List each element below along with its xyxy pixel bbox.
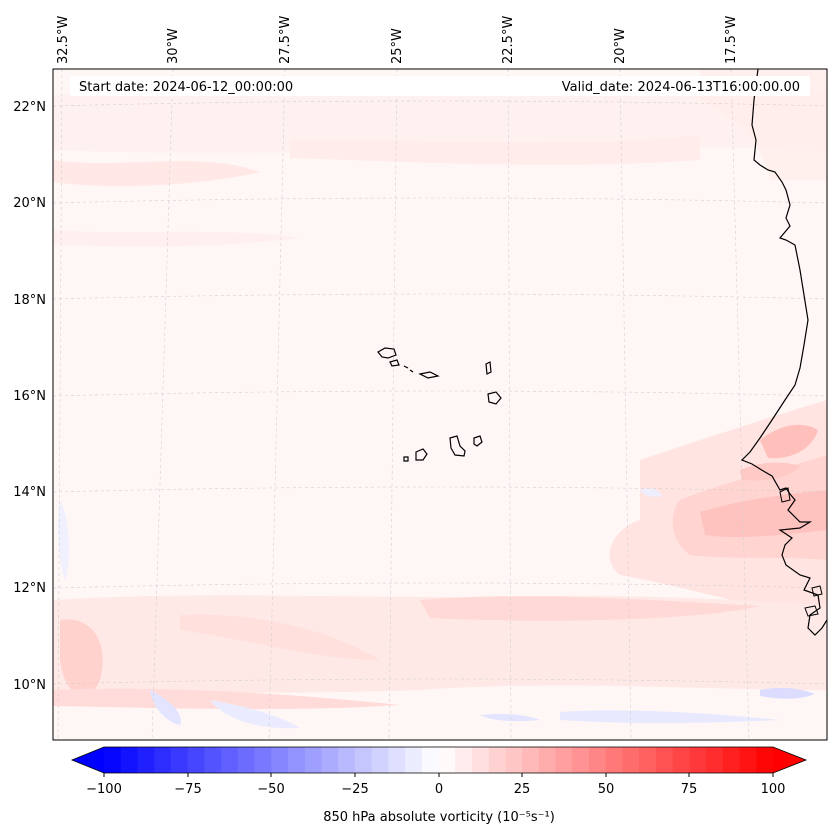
cb-tick-neg25: −25 xyxy=(341,782,368,797)
colorbar-segment xyxy=(221,747,239,773)
colorbar-segment xyxy=(505,747,523,773)
colorbar-segment xyxy=(739,747,757,773)
lat-label-12n: 12°N xyxy=(13,581,46,596)
lon-label-32-5w: 32.5°W xyxy=(56,16,71,64)
lon-label-22-5w: 22.5°W xyxy=(501,16,516,64)
colorbar-segment xyxy=(388,747,406,773)
colorbar-tick-labels: −100 −75 −50 −25 0 25 50 75 100 xyxy=(86,782,785,797)
map-panel xyxy=(52,68,828,741)
colorbar-segment xyxy=(104,747,122,773)
valid-date-label: Valid_date: 2024-06-13T16:00:00.00 xyxy=(562,80,800,95)
colorbar-segment xyxy=(722,747,741,773)
lon-label-30w: 30°W xyxy=(166,28,181,64)
colorbar-segment xyxy=(405,747,423,773)
cb-tick-100: 100 xyxy=(761,782,786,797)
colorbar-segments xyxy=(72,747,806,773)
colorbar-extend-min xyxy=(72,747,104,773)
gridlines xyxy=(53,69,827,740)
colorbar-segment xyxy=(271,747,289,773)
colorbar-segment xyxy=(655,747,674,773)
lat-label-14n: 14°N xyxy=(13,485,46,500)
colorbar-ticks xyxy=(103,773,774,777)
coastline-islands-east xyxy=(779,487,823,617)
colorbar-segment xyxy=(555,747,573,773)
colorbar-segment xyxy=(488,747,507,773)
africa-coastline xyxy=(740,69,827,636)
colorbar-segment xyxy=(622,747,640,773)
lon-label-27-5w: 27.5°W xyxy=(278,16,293,64)
colorbar-segment xyxy=(154,747,172,773)
colorbar-segment xyxy=(522,747,540,773)
start-date-label: Start date: 2024-06-12_00:00:00 xyxy=(79,80,293,95)
cape-verde-islands xyxy=(377,347,502,462)
lon-label-25w: 25°W xyxy=(390,28,405,64)
colorbar-segment xyxy=(371,747,389,773)
colorbar-segment xyxy=(354,747,373,773)
colorbar-segment xyxy=(438,747,456,773)
lat-label-22n: 22°N xyxy=(13,100,46,115)
latitude-labels: 22°N 20°N 18°N 16°N 14°N 12°N 10°N xyxy=(13,100,46,693)
lat-label-20n: 20°N xyxy=(13,196,46,211)
colorbar-segment xyxy=(120,747,139,773)
lat-label-10n: 10°N xyxy=(13,678,46,693)
colorbar-segment xyxy=(254,747,272,773)
colorbar-segment xyxy=(187,747,205,773)
colorbar-segment xyxy=(689,747,707,773)
colorbar-segment xyxy=(471,747,490,773)
colorbar-segment xyxy=(639,747,657,773)
colorbar-segment xyxy=(421,747,440,773)
cb-tick-neg100: −100 xyxy=(86,782,122,797)
cb-tick-50: 50 xyxy=(598,782,615,797)
colorbar-segment xyxy=(605,747,624,773)
colorbar-extend-max xyxy=(773,747,806,773)
vorticity-field xyxy=(53,69,827,729)
map-frame xyxy=(52,68,828,741)
colorbar: −100 −75 −50 −25 0 25 50 75 100 850 hPa … xyxy=(70,746,808,825)
colorbar-segment xyxy=(204,747,222,773)
colorbar-segment xyxy=(338,747,356,773)
colorbar-segment xyxy=(287,747,306,773)
colorbar-segment xyxy=(170,747,189,773)
colorbar-segment xyxy=(538,747,557,773)
colorbar-segment xyxy=(137,747,155,773)
colorbar-segment xyxy=(706,747,724,773)
cb-tick-neg75: −75 xyxy=(174,782,201,797)
lat-label-18n: 18°N xyxy=(13,293,46,308)
colorbar-segment xyxy=(455,747,473,773)
colorbar-segment xyxy=(672,747,690,773)
cb-tick-0: 0 xyxy=(435,782,443,797)
colorbar-segment xyxy=(304,747,323,773)
cb-tick-75: 75 xyxy=(681,782,698,797)
lat-label-16n: 16°N xyxy=(13,389,46,404)
header-band xyxy=(70,76,810,96)
colorbar-segment xyxy=(756,747,774,773)
colorbar-segment xyxy=(589,747,607,773)
lon-label-20w: 20°W xyxy=(613,28,628,64)
longitude-labels: 32.5°W 30°W 27.5°W 25°W 22.5°W 20°W 17.5… xyxy=(56,16,739,64)
colorbar-segment xyxy=(321,747,339,773)
lon-label-17-5w: 17.5°W xyxy=(724,16,739,64)
cb-tick-25: 25 xyxy=(514,782,531,797)
colorbar-segment xyxy=(572,747,590,773)
cb-tick-neg50: −50 xyxy=(257,782,284,797)
colorbar-label: 850 hPa absolute vorticity (10⁻⁵s⁻¹) xyxy=(323,810,555,825)
colorbar-segment xyxy=(237,747,256,773)
